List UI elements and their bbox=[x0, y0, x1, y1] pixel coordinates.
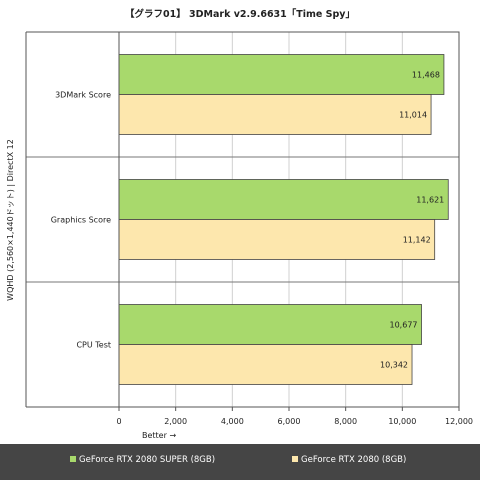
x-tick-label: 6,000 bbox=[278, 417, 301, 426]
legend-swatch-rtx-2080-super bbox=[70, 456, 76, 462]
category-label-graphics-score: Graphics Score bbox=[51, 216, 111, 225]
x-axis-label: Better → bbox=[142, 431, 176, 440]
legend-label-rtx-2080: GeForce RTX 2080 (8GB) bbox=[301, 455, 407, 465]
x-tick-label: 0 bbox=[116, 417, 121, 426]
y-axis-label: WQHD (2,560×1,440ドット) | DirectX 12 bbox=[6, 139, 15, 301]
bar-geforce-rtx-2080-super-8gb-graphics-score bbox=[118, 179, 449, 220]
legend-swatch-rtx-2080 bbox=[292, 456, 298, 462]
data-label-geforce-rtx-2080-8gb-3dmark-score: 11,014 bbox=[399, 111, 427, 120]
data-label-geforce-rtx-2080-super-8gb-graphics-score: 11,621 bbox=[416, 196, 444, 205]
legend-label-rtx-2080-super: GeForce RTX 2080 SUPER (8GB) bbox=[79, 455, 216, 465]
bar-geforce-rtx-2080-8gb-3dmark-score bbox=[118, 94, 432, 135]
bar-geforce-rtx-2080-super-8gb-cpu-test bbox=[118, 304, 422, 345]
x-tick-label: 10,000 bbox=[388, 417, 416, 426]
x-tick-label: 2,000 bbox=[164, 417, 187, 426]
data-label-geforce-rtx-2080-super-8gb-3dmark-score: 11,468 bbox=[412, 71, 440, 80]
x-tick-label: 8,000 bbox=[334, 417, 357, 426]
chart-title: 【グラフ01】 3DMark v2.9.6631「Time Spy」 bbox=[125, 8, 355, 20]
bar-geforce-rtx-2080-8gb-cpu-test bbox=[118, 344, 413, 385]
plot-frame bbox=[118, 31, 460, 408]
legend: GeForce RTX 2080 SUPER (8GB) GeForce RTX… bbox=[0, 444, 480, 480]
data-label-geforce-rtx-2080-8gb-cpu-test: 10,342 bbox=[380, 361, 408, 370]
legend-item-rtx-2080-super: GeForce RTX 2080 SUPER (8GB) bbox=[70, 455, 215, 465]
category-label-cpu-test: CPU Test bbox=[76, 341, 111, 350]
data-label-geforce-rtx-2080-8gb-graphics-score: 11,142 bbox=[403, 236, 431, 245]
x-tick-label: 4,000 bbox=[221, 417, 244, 426]
category-label-3dmark-score: 3DMark Score bbox=[55, 91, 111, 100]
legend-item-rtx-2080: GeForce RTX 2080 (8GB) bbox=[292, 455, 406, 465]
x-tick-label: 12,000 bbox=[445, 417, 473, 426]
bar-geforce-rtx-2080-super-8gb-3dmark-score bbox=[118, 54, 445, 95]
data-label-geforce-rtx-2080-super-8gb-cpu-test: 10,677 bbox=[390, 321, 418, 330]
bar-geforce-rtx-2080-8gb-graphics-score bbox=[118, 219, 436, 260]
